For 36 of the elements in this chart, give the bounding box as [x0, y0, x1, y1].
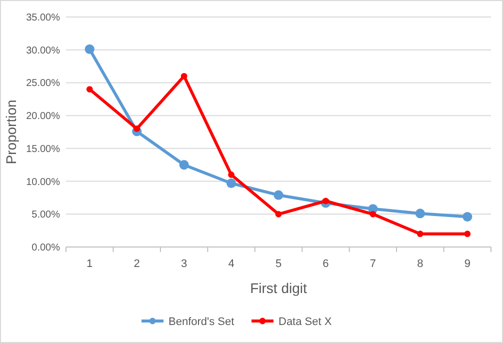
y-tick-label: 35.00%: [26, 12, 60, 24]
x-tick-label: 9: [464, 258, 470, 270]
point: [226, 178, 236, 188]
point: [180, 72, 188, 80]
x-tick-label: 6: [322, 258, 329, 270]
point: [134, 126, 140, 132]
y-tick-label: 30.00%: [26, 45, 60, 56]
point: [86, 86, 93, 92]
y-tick-label: 5.00%: [32, 210, 60, 221]
x-tick-label: 1: [86, 258, 93, 270]
x-tick-label: 2: [134, 258, 140, 270]
x-axis-title: First digit: [250, 280, 307, 296]
y-tick-label: 25.00%: [26, 78, 60, 90]
point: [370, 210, 376, 218]
y-tick-label: 10.00%: [26, 176, 60, 188]
x-tick-label: 8: [417, 258, 424, 270]
point: [464, 230, 471, 238]
legend-label: Data Set X: [278, 316, 332, 328]
y-axis-title: Proportion: [3, 100, 19, 164]
x-tick-label: 7: [370, 258, 376, 270]
x-tick-label: 4: [228, 258, 234, 270]
legend-label: Benford's Set: [168, 316, 234, 328]
y-tick-label: 0.00%: [32, 242, 60, 254]
point: [228, 172, 234, 178]
point: [462, 212, 472, 222]
point: [84, 44, 94, 54]
point: [322, 198, 329, 204]
point: [415, 208, 425, 218]
point: [274, 190, 284, 200]
point: [179, 160, 189, 170]
y-tick-label: 15.00%: [26, 144, 60, 155]
point: [416, 230, 424, 238]
x-tick-label: 5: [275, 258, 282, 270]
y-tick-label: 20.00%: [26, 111, 60, 122]
x-tick-label: 3: [180, 258, 188, 270]
point: [275, 210, 282, 218]
